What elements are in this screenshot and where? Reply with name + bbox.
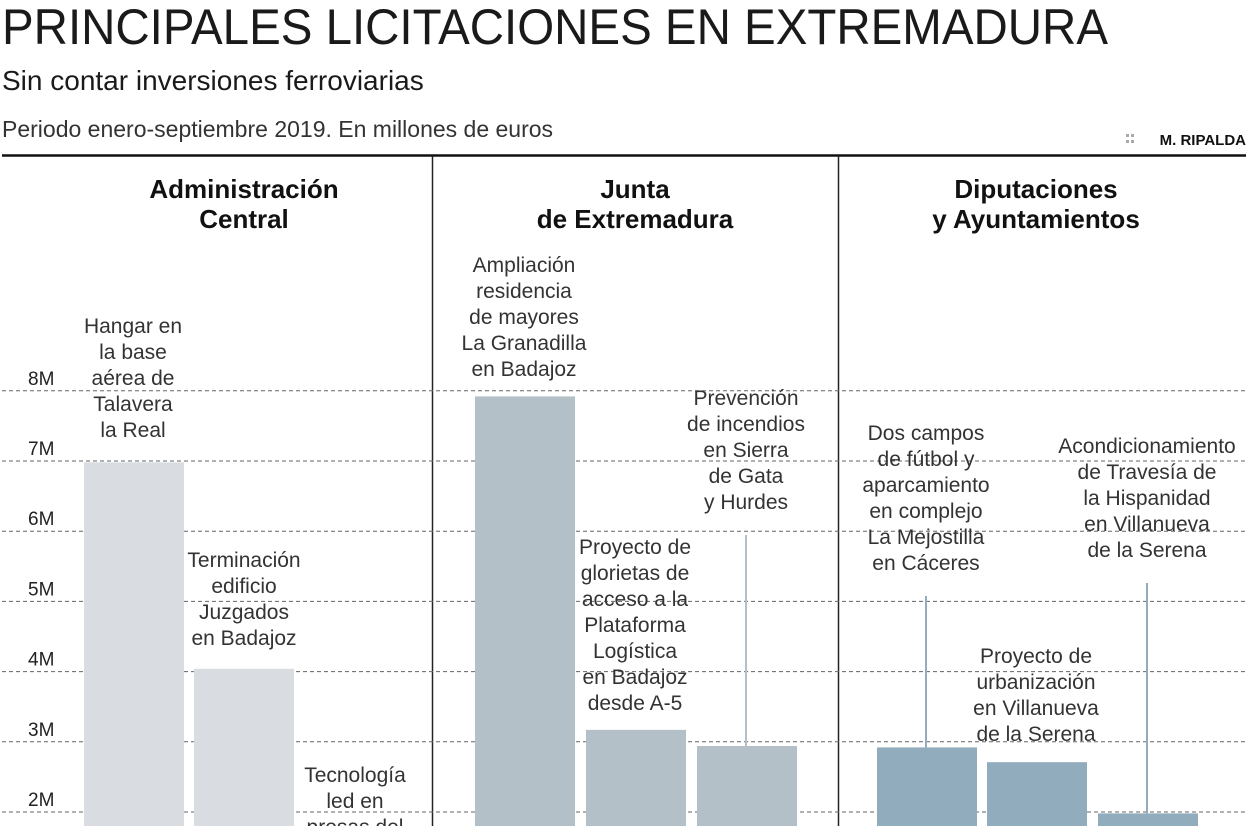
bar-label: y Hurdes: [704, 491, 788, 514]
bar-label: Prevención: [693, 387, 798, 410]
bar-label: de Travesía de: [1078, 461, 1217, 484]
bar: [84, 462, 184, 826]
column-header: y Ayuntamientos: [932, 204, 1140, 234]
bar: [194, 668, 294, 826]
bar: [697, 746, 797, 826]
bar-label: Juzgados: [199, 601, 289, 624]
y-tick-label: 4M: [28, 650, 54, 671]
y-tick-label: 3M: [28, 720, 54, 741]
bar-label: de incendios: [687, 413, 805, 436]
bar-label: desde A-5: [588, 692, 683, 715]
bar-label: en Badajoz: [582, 666, 687, 689]
y-tick-label: 6M: [28, 509, 54, 530]
bar-label: en Badajoz: [471, 358, 576, 381]
bar-label: en Sierra: [703, 439, 789, 462]
bar-label: de la Serena: [1087, 539, 1206, 562]
double-dot-icon: [1126, 134, 1134, 143]
bar-label: la Hispanidad: [1083, 487, 1210, 510]
bar-label: de la Serena: [976, 723, 1095, 746]
credit-text: M. RIPALDA: [1160, 132, 1247, 149]
bar-label: Logística: [593, 640, 677, 663]
bar-label: la base: [99, 341, 167, 364]
bar-label: Talavera: [93, 393, 173, 416]
bar-label: aparcamiento: [862, 474, 989, 497]
credit: M. RIPALDA: [1126, 132, 1246, 149]
bar-label: Tecnología: [304, 764, 406, 787]
bar-label: en Cáceres: [872, 552, 979, 575]
bar-label: Ampliación: [473, 254, 576, 277]
y-tick-label: 5M: [28, 579, 54, 600]
bar-label: en complejo: [869, 500, 982, 523]
bars: Hangar en la base aérea de Talavera la Real T…: [84, 254, 1236, 826]
bar-label: Plataforma: [584, 614, 686, 637]
bar-label: en Villanueva: [1084, 513, 1210, 536]
chart-title: PRINCIPALES LICITACIONES EN EXTREMADURA: [2, 0, 1109, 55]
bar-label: presas del: [307, 816, 404, 826]
bar-label: led en: [326, 790, 383, 813]
bar: [586, 729, 686, 826]
bar-label: de Gata: [709, 465, 784, 488]
bar-label: La Mejostilla: [868, 526, 985, 549]
column-header: Diputaciones: [954, 174, 1117, 204]
bar-label: en Badajoz: [191, 627, 296, 650]
bar-label: Hangar en: [84, 315, 182, 338]
bar-label: La Granadilla: [462, 332, 587, 355]
bar-label: Acondicionamiento: [1058, 435, 1235, 458]
y-tick-label: 2M: [28, 790, 54, 811]
y-tick-label: 8M: [28, 369, 54, 390]
bar-label: aérea de: [92, 367, 175, 390]
bar: [475, 396, 575, 826]
bar-label: acceso a la: [582, 588, 689, 611]
bar-label: Proyecto de: [579, 536, 691, 559]
bar: [987, 762, 1087, 826]
bar-label: glorietas de: [581, 562, 690, 585]
bar-label: en Villanueva: [973, 697, 1099, 720]
column-header: Central: [199, 204, 289, 234]
y-tick-label: 7M: [28, 439, 54, 460]
bar-label: la Real: [100, 419, 165, 442]
bar-label: Proyecto de: [980, 645, 1092, 668]
bar-label: residencia: [476, 280, 572, 303]
chart-note: Periodo enero-septiembre 2019. En millon…: [2, 116, 553, 142]
bar-label: edificio: [211, 575, 276, 598]
bar-label: Terminación: [187, 549, 300, 572]
bar-label: de mayores: [469, 306, 579, 329]
bar-label: urbanización: [976, 671, 1095, 694]
bar: [1098, 813, 1198, 826]
chart-subtitle: Sin contar inversiones ferroviarias: [2, 65, 424, 96]
bar-label: de fútbol y: [878, 448, 975, 471]
column-header: Junta: [600, 174, 670, 204]
bar-label: Dos campos: [868, 422, 985, 445]
bar: [877, 747, 977, 826]
column-header: de Extremadura: [537, 204, 734, 234]
column-header: Administración: [149, 174, 338, 204]
